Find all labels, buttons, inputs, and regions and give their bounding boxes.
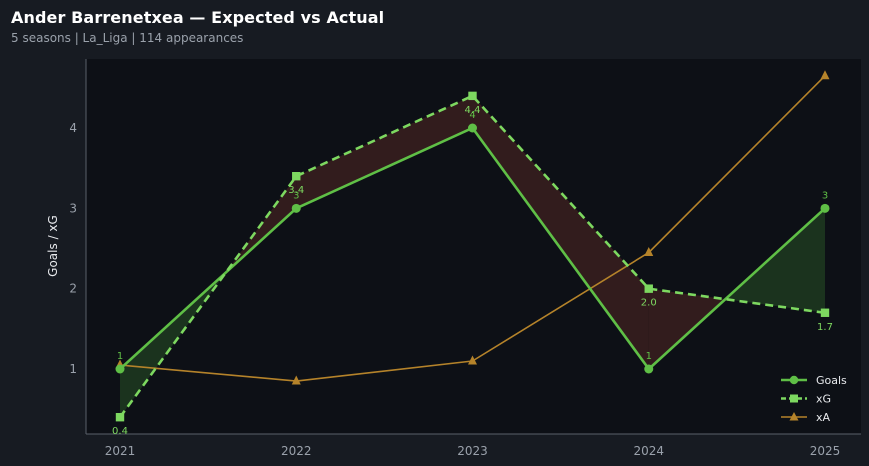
chart-header: Ander Barrenetxea — Expected vs Actual 5…: [11, 6, 384, 45]
x-tick-label: 2024: [633, 444, 664, 458]
y-tick-label: 1: [69, 362, 77, 376]
goals-data-label: 1: [646, 351, 652, 362]
difference-fill-segment: [648, 288, 726, 369]
goals-data-label: 1: [117, 351, 123, 362]
xg-data-label: 2.0: [641, 298, 657, 309]
goals-point: [644, 364, 654, 374]
chart-title: Ander Barrenetxea — Expected vs Actual: [11, 8, 385, 27]
legend-xg-marker: [790, 394, 798, 403]
xg-point: [820, 308, 830, 317]
xa-point: [820, 70, 830, 80]
goals-point: [291, 203, 301, 213]
xg-data-label: 0.4: [112, 426, 128, 437]
y-tick-label: 3: [69, 201, 77, 215]
goals-point: [468, 123, 477, 133]
legend-xa-marker: [789, 412, 799, 421]
data-labels: 1 3 4 1 3 0.4 3.4 4.4 2.0 1.7: [112, 105, 833, 437]
goals-point: [820, 203, 830, 213]
y-tick-label: 2: [69, 282, 77, 296]
xg-point: [644, 284, 653, 293]
x-tick-label: 2023: [457, 444, 488, 458]
legend: Goals xG xA: [781, 374, 847, 424]
xg-data-label: 4.4: [465, 105, 481, 116]
xa-point: [291, 375, 301, 385]
y-axis-label: Goals / xG: [46, 215, 60, 277]
axis-ticks: 1 2 3 4 2021 2022 2023 2024 2025: [69, 121, 840, 458]
y-tick-label: 4: [69, 121, 77, 135]
goals-data-label: 4: [469, 110, 475, 121]
legend-xa-label: xA: [816, 411, 831, 424]
xg-data-label: 1.7: [817, 322, 833, 333]
goals-data-label: 3: [822, 190, 828, 201]
chart-subtitle: 5 seasons | La_Liga | 114 appearances: [11, 31, 244, 45]
xa-point: [644, 247, 654, 257]
x-tick-label: 2022: [281, 444, 312, 458]
difference-fill-segment: [472, 95, 649, 370]
xa-point: [468, 355, 477, 365]
legend-goals-label: Goals: [816, 374, 847, 387]
legend-goals-marker: [789, 375, 799, 385]
xg-data-label: 3.4: [288, 185, 304, 196]
xg-point: [292, 172, 301, 181]
xg-line: [118, 94, 826, 418]
series-lines: [115, 70, 830, 422]
xg-point: [115, 413, 125, 422]
difference-fill-segment: [296, 95, 473, 209]
xg-point: [468, 91, 477, 101]
x-tick-label: 2025: [810, 444, 841, 458]
x-tick-label: 2021: [105, 444, 136, 458]
legend-xg-label: xG: [816, 393, 831, 406]
difference-fill-segment: [725, 208, 825, 313]
goals-data-label: 3: [293, 190, 299, 201]
goals-point: [115, 364, 125, 374]
